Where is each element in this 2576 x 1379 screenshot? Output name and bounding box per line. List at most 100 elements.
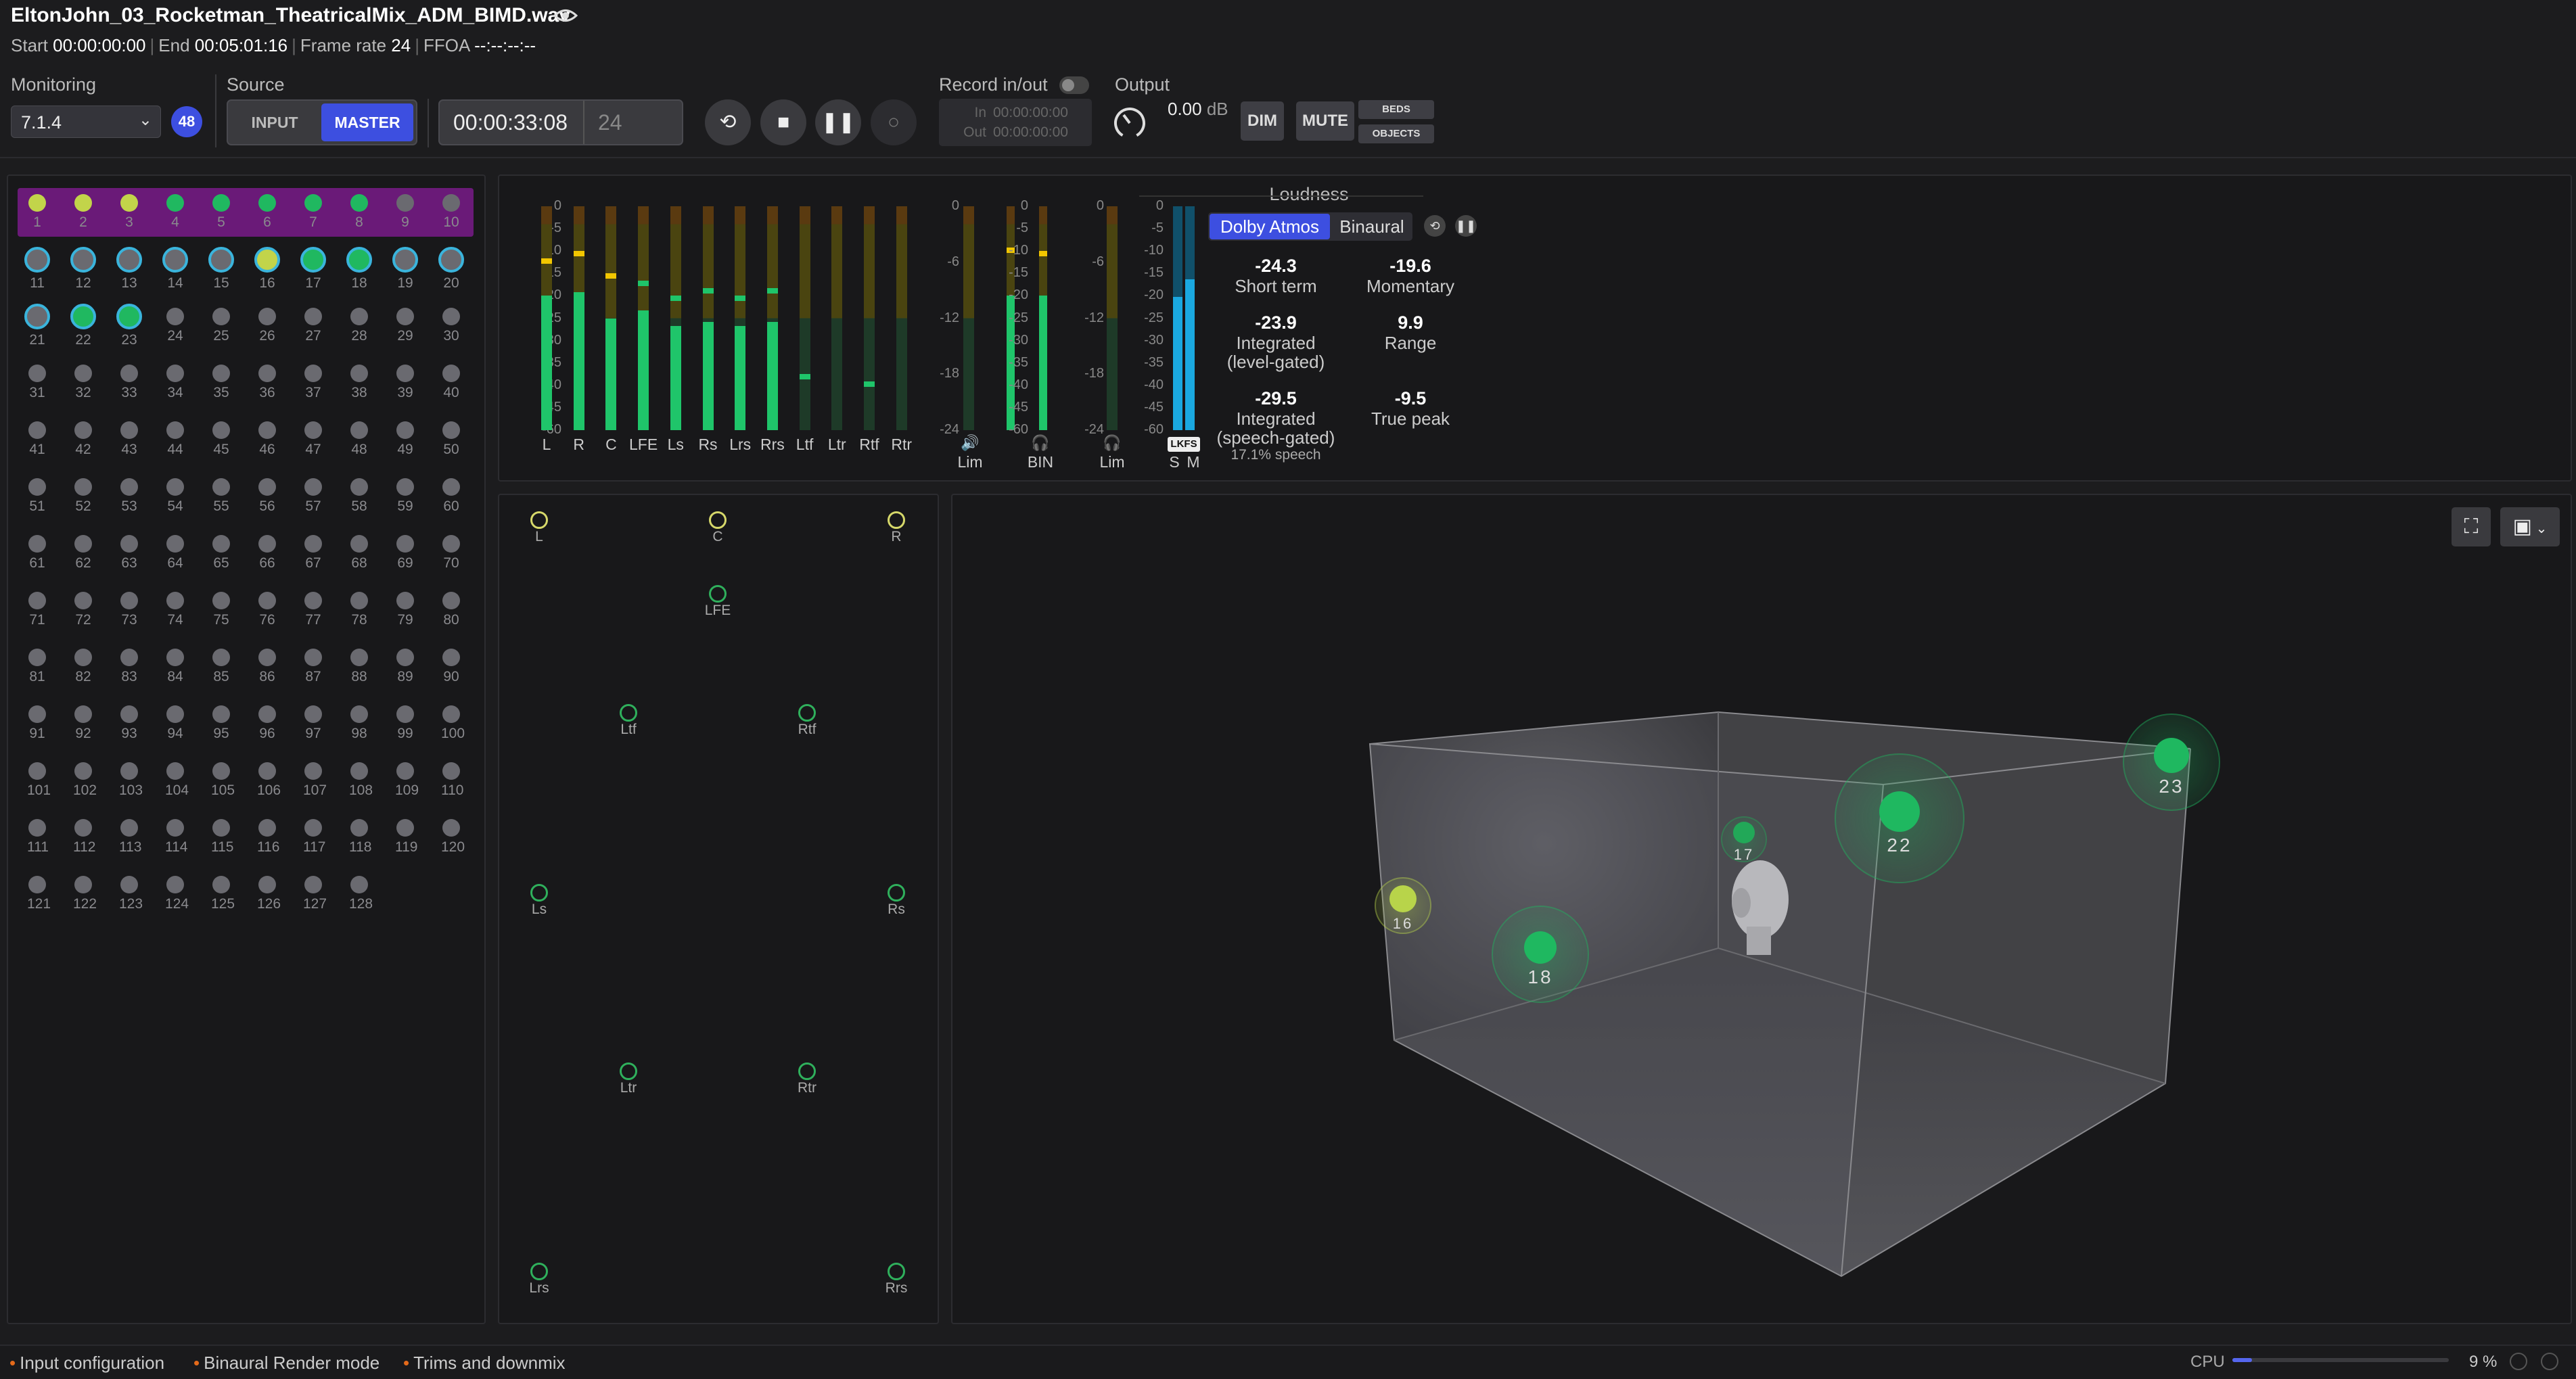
tab-binaural[interactable]: Binaural (1339, 216, 1404, 237)
channel-74[interactable]: 74 (165, 592, 185, 628)
objects-button[interactable]: OBJECTS (1358, 124, 1434, 143)
refresh-icon[interactable] (2510, 1353, 2527, 1370)
speaker-r[interactable] (888, 511, 905, 529)
speaker-l[interactable] (530, 511, 548, 529)
channel-67[interactable]: 67 (303, 535, 323, 571)
channel-54[interactable]: 54 (165, 478, 185, 515)
channel-64[interactable]: 64 (165, 535, 185, 571)
loudness-reset-button[interactable]: ⟲ (1424, 215, 1446, 237)
speaker-rtr[interactable] (798, 1062, 816, 1080)
channel-110[interactable]: 110 (441, 762, 463, 799)
channel-32[interactable]: 32 (73, 365, 93, 401)
channel-81[interactable]: 81 (27, 649, 47, 685)
channel-98[interactable]: 98 (349, 705, 369, 742)
channel-26[interactable]: 26 (257, 308, 277, 344)
in-value[interactable]: 00:00:00:00 (993, 105, 1068, 120)
channel-104[interactable]: 104 (165, 762, 189, 799)
channel-13[interactable]: 13 (116, 247, 142, 291)
channel-70[interactable]: 70 (441, 535, 461, 571)
channel-53[interactable]: 53 (119, 478, 139, 515)
channel-71[interactable]: 71 (27, 592, 47, 628)
channel-35[interactable]: 35 (211, 365, 231, 401)
channel-61[interactable]: 61 (27, 535, 47, 571)
channel-123[interactable]: 123 (119, 876, 143, 912)
channel-37[interactable]: 37 (303, 365, 323, 401)
channel-40[interactable]: 40 (441, 365, 461, 401)
channel-47[interactable]: 47 (303, 421, 323, 458)
channel-3[interactable]: 3 (119, 194, 139, 231)
channel-31[interactable]: 31 (27, 365, 47, 401)
channel-102[interactable]: 102 (73, 762, 97, 799)
channel-38[interactable]: 38 (349, 365, 369, 401)
channel-14[interactable]: 14 (162, 247, 188, 291)
channel-79[interactable]: 79 (395, 592, 415, 628)
channel-103[interactable]: 103 (119, 762, 143, 799)
channel-50[interactable]: 50 (441, 421, 461, 458)
mute-button[interactable]: MUTE (1296, 101, 1354, 141)
channel-84[interactable]: 84 (165, 649, 185, 685)
channel-121[interactable]: 121 (27, 876, 51, 912)
channel-83[interactable]: 83 (119, 649, 139, 685)
channel-82[interactable]: 82 (73, 649, 93, 685)
channel-86[interactable]: 86 (257, 649, 277, 685)
channel-20[interactable]: 20 (438, 247, 464, 291)
out-value[interactable]: 00:00:00:00 (993, 124, 1068, 140)
channel-2[interactable]: 2 (73, 194, 93, 231)
channel-91[interactable]: 91 (27, 705, 47, 742)
channel-45[interactable]: 45 (211, 421, 231, 458)
channel-73[interactable]: 73 (119, 592, 139, 628)
menu-icon[interactable] (2541, 1353, 2558, 1370)
channel-128[interactable]: 128 (349, 876, 373, 912)
channel-7[interactable]: 7 (303, 194, 323, 231)
channel-101[interactable]: 101 (27, 762, 51, 799)
channel-36[interactable]: 36 (257, 365, 277, 401)
eye-icon[interactable] (553, 5, 578, 26)
channel-96[interactable]: 96 (257, 705, 277, 742)
channel-118[interactable]: 118 (349, 819, 371, 856)
channel-125[interactable]: 125 (211, 876, 235, 912)
channel-46[interactable]: 46 (257, 421, 277, 458)
channel-11[interactable]: 11 (24, 247, 50, 291)
channel-92[interactable]: 92 (73, 705, 93, 742)
speaker-ltr[interactable] (620, 1062, 637, 1080)
channel-76[interactable]: 76 (257, 592, 277, 628)
loudness-pause-button[interactable]: ❚❚ (1455, 215, 1477, 237)
channel-117[interactable]: 117 (303, 819, 325, 856)
channel-107[interactable]: 107 (303, 762, 327, 799)
speaker-lfe[interactable] (709, 585, 727, 603)
channel-85[interactable]: 85 (211, 649, 231, 685)
channel-19[interactable]: 19 (392, 247, 418, 291)
channel-1[interactable]: 1 (27, 194, 47, 231)
channel-90[interactable]: 90 (441, 649, 461, 685)
channel-94[interactable]: 94 (165, 705, 185, 742)
channel-127[interactable]: 127 (303, 876, 327, 912)
channel-44[interactable]: 44 (165, 421, 185, 458)
channel-28[interactable]: 28 (349, 308, 369, 344)
channel-93[interactable]: 93 (119, 705, 139, 742)
channel-105[interactable]: 105 (211, 762, 235, 799)
speaker-rrs[interactable] (888, 1263, 905, 1280)
channel-75[interactable]: 75 (211, 592, 231, 628)
record-inout-toggle[interactable] (1059, 76, 1089, 94)
speaker-c[interactable] (709, 511, 727, 529)
record-button[interactable]: ○ (871, 99, 917, 145)
beds-button[interactable]: BEDS (1358, 100, 1434, 119)
channel-56[interactable]: 56 (257, 478, 277, 515)
channel-59[interactable]: 59 (395, 478, 415, 515)
speaker-ls[interactable] (530, 884, 548, 902)
channel-48[interactable]: 48 (349, 421, 369, 458)
channel-25[interactable]: 25 (211, 308, 231, 344)
channel-77[interactable]: 77 (303, 592, 323, 628)
object-16[interactable] (1389, 885, 1417, 912)
channel-42[interactable]: 42 (73, 421, 93, 458)
channel-112[interactable]: 112 (73, 819, 95, 856)
channel-16[interactable]: 16 (254, 247, 280, 291)
channel-113[interactable]: 113 (119, 819, 141, 856)
channel-108[interactable]: 108 (349, 762, 373, 799)
channel-9[interactable]: 9 (395, 194, 415, 231)
channel-8[interactable]: 8 (349, 194, 369, 231)
channel-116[interactable]: 116 (257, 819, 279, 856)
channel-12[interactable]: 12 (70, 247, 96, 291)
channel-109[interactable]: 109 (395, 762, 419, 799)
speaker-ltf[interactable] (620, 704, 637, 722)
